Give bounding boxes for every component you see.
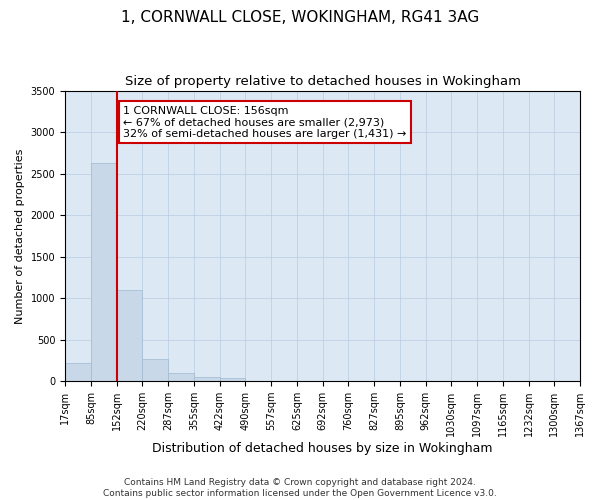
Bar [116,290,142,381]
Text: 1, CORNWALL CLOSE, WOKINGHAM, RG41 3AG: 1, CORNWALL CLOSE, WOKINGHAM, RG41 3AG [121,10,479,25]
Bar [220,378,245,381]
Text: Contains HM Land Registry data © Crown copyright and database right 2024.
Contai: Contains HM Land Registry data © Crown c… [103,478,497,498]
Text: 1 CORNWALL CLOSE: 156sqm
← 67% of detached houses are smaller (2,973)
32% of sem: 1 CORNWALL CLOSE: 156sqm ← 67% of detach… [124,106,407,138]
Title: Size of property relative to detached houses in Wokingham: Size of property relative to detached ho… [125,75,521,88]
Bar [194,376,220,381]
Bar [91,163,116,381]
Bar [65,363,91,381]
Bar [142,359,168,381]
Y-axis label: Number of detached properties: Number of detached properties [15,148,25,324]
Bar [168,374,194,381]
X-axis label: Distribution of detached houses by size in Wokingham: Distribution of detached houses by size … [152,442,493,455]
